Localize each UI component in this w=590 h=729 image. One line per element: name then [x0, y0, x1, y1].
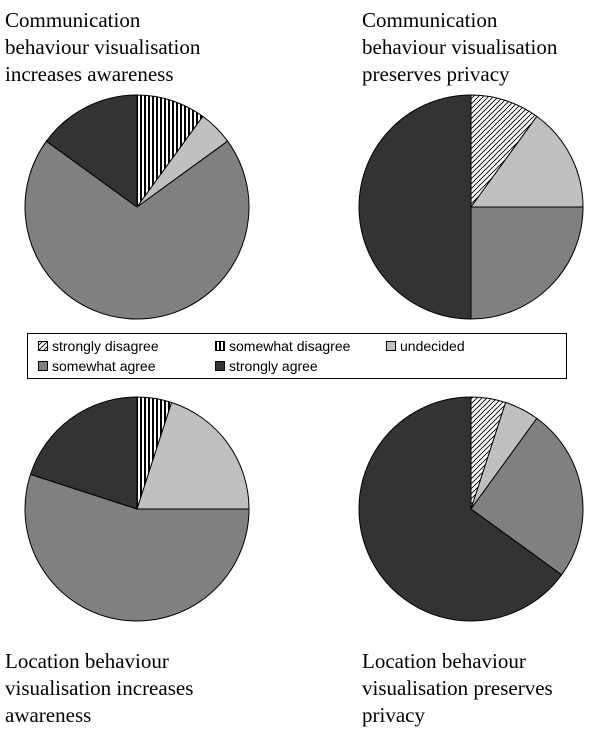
- pie-slice-somewhat-agree: [24, 140, 250, 320]
- pie-chart-3: [358, 396, 584, 622]
- chart-title-loc-privacy: Location behaviour visualisation preserv…: [362, 649, 553, 727]
- legend-label-undecided: undecided: [400, 338, 465, 354]
- legend-swatch-strongly-agree: [215, 361, 225, 371]
- legend-label-strongly-disagree: strongly disagree: [52, 338, 159, 354]
- legend: strongly disagree somewhat disagree unde…: [27, 333, 567, 379]
- pie-slice-somewhat-agree: [470, 417, 584, 576]
- pie-slice-strongly-agree: [358, 94, 472, 320]
- legend-label-strongly-agree: strongly agree: [229, 358, 318, 374]
- legend-swatch-somewhat-agree: [38, 361, 48, 371]
- pie-slice-strongly-agree: [45, 94, 138, 208]
- legend-swatch-somewhat-disagree: [215, 341, 225, 351]
- legend-label-somewhat-agree: somewhat agree: [52, 358, 156, 374]
- pie-slice-somewhat-agree: [24, 473, 250, 622]
- chart-title-loc-awareness: Location behaviour visualisation increas…: [5, 649, 194, 727]
- pie-chart-1: [358, 94, 584, 320]
- pie-slice-strongly-agree: [358, 396, 563, 622]
- legend-swatch-strongly-disagree: [38, 341, 48, 351]
- legend-label-somewhat-disagree: somewhat disagree: [229, 338, 351, 354]
- pie-slice-strongly-agree: [29, 396, 138, 510]
- pie-chart-0: [24, 94, 250, 320]
- chart-title-comm-privacy: Communication behaviour visualisation pr…: [362, 8, 558, 86]
- legend-item-somewhat-disagree: somewhat disagree: [215, 338, 350, 354]
- legend-item-strongly-agree: strongly agree: [215, 358, 318, 374]
- pie-slice-undecided: [470, 115, 584, 208]
- legend-item-somewhat-agree: somewhat agree: [38, 358, 156, 374]
- pie-slice-undecided: [136, 401, 250, 510]
- legend-item-strongly-disagree: strongly disagree: [38, 338, 159, 354]
- chart-title-comm-awareness: Communication behaviour visualisation in…: [5, 8, 201, 86]
- pie-slice-somewhat-agree: [470, 206, 584, 320]
- pie-chart-2: [24, 396, 250, 622]
- legend-item-undecided: undecided: [386, 338, 465, 354]
- legend-swatch-undecided: [386, 341, 396, 351]
